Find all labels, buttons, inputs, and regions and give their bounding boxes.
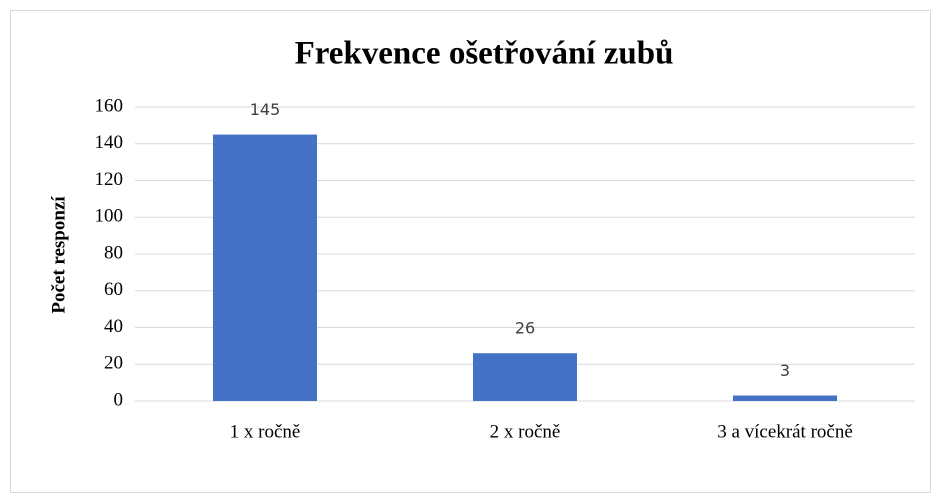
bar (733, 395, 837, 401)
x-tick-label: 2 x ročně (490, 421, 561, 442)
y-tick-label: 100 (95, 206, 124, 227)
y-tick-label: 120 (95, 169, 124, 190)
y-axis-label: Počet responzí (48, 196, 69, 314)
x-tick-label: 3 a vícekrát ročně (717, 421, 853, 442)
y-tick-label: 160 (95, 95, 124, 116)
bar (213, 134, 317, 401)
y-tick-label: 20 (104, 353, 123, 374)
bar (473, 353, 577, 401)
data-label: 145 (250, 100, 281, 119)
y-tick-label: 140 (95, 132, 124, 153)
y-tick-label: 0 (114, 389, 124, 410)
y-tick-label: 80 (104, 242, 123, 263)
data-label: 3 (780, 361, 790, 380)
data-label: 26 (515, 319, 535, 338)
chart-title: Frekvence ošetřování zubů (295, 36, 674, 72)
y-tick-label: 40 (104, 316, 123, 337)
x-tick-label: 1 x ročně (230, 421, 301, 442)
chart-border (10, 10, 931, 493)
y-tick-label: 60 (104, 279, 123, 300)
